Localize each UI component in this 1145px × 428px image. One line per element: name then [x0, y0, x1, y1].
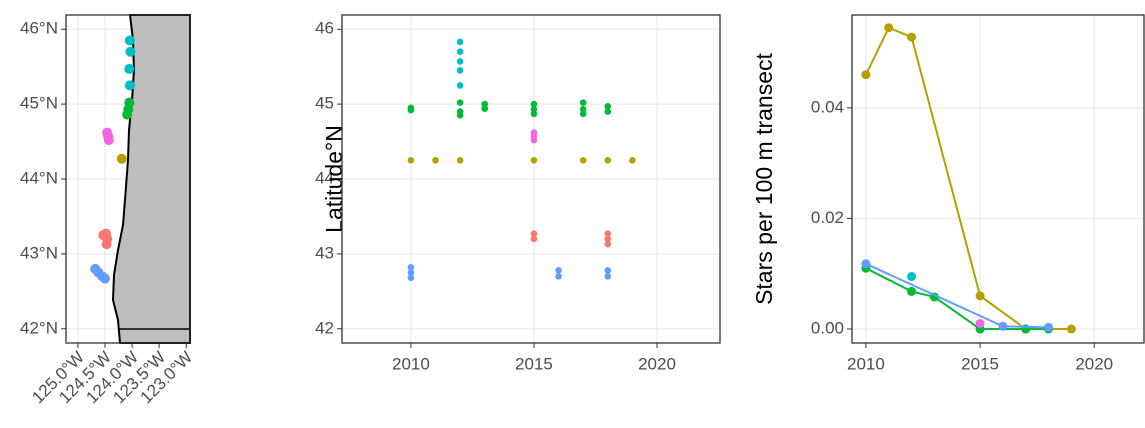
point — [122, 109, 133, 120]
point — [604, 156, 612, 164]
y-tick-label: 42°N — [20, 318, 58, 337]
point — [456, 58, 464, 65]
point — [530, 230, 538, 237]
y-tick-label: 46°N — [20, 19, 58, 38]
y-tick-label: 43°N — [20, 243, 58, 262]
y-tick-label: 42 — [315, 318, 334, 337]
point — [579, 110, 587, 118]
y-tick-label: 45°N — [20, 94, 58, 113]
point — [907, 32, 917, 42]
point — [884, 23, 894, 33]
point — [124, 63, 135, 74]
point — [1044, 322, 1054, 332]
point — [456, 38, 464, 46]
y-tick-label: 0.04 — [811, 97, 844, 116]
y-tick-label: 44 — [315, 168, 334, 187]
y-tick-label: 46 — [315, 19, 334, 38]
point — [101, 239, 112, 250]
point — [530, 235, 538, 243]
point — [456, 82, 464, 89]
point — [124, 80, 135, 91]
point — [530, 110, 538, 118]
panel-border — [851, 14, 1145, 344]
y-axis-title: Latitude°N — [321, 125, 347, 233]
point — [579, 99, 587, 106]
point — [1066, 324, 1076, 334]
point — [407, 264, 415, 271]
point — [604, 267, 612, 274]
panel-border — [65, 14, 191, 344]
point — [907, 286, 917, 296]
y-tick-label: 43 — [315, 243, 334, 262]
y-axis-title: Stars per 100 m transect — [751, 52, 777, 304]
point — [998, 321, 1008, 331]
point — [481, 105, 489, 112]
point — [604, 235, 612, 243]
point — [555, 267, 562, 274]
point — [604, 240, 612, 248]
point — [975, 291, 985, 301]
point — [604, 108, 612, 115]
point — [579, 156, 587, 164]
point — [456, 99, 464, 106]
point — [456, 48, 464, 55]
point — [407, 269, 415, 276]
point — [116, 153, 127, 164]
y-tick-label: 0.00 — [811, 318, 844, 337]
point — [103, 135, 114, 146]
point — [604, 103, 612, 110]
point — [861, 70, 871, 80]
point — [975, 318, 985, 328]
panel-background — [852, 15, 1144, 343]
x-tick-label: 2010 — [847, 354, 885, 373]
point — [530, 136, 538, 144]
point — [530, 100, 538, 108]
y-tick-label: 0.02 — [811, 208, 844, 227]
x-tick-label: 2020 — [638, 354, 676, 373]
point — [125, 46, 136, 57]
point — [407, 156, 415, 164]
x-tick-label: 2015 — [515, 354, 553, 373]
x-tick-label: 2020 — [1075, 354, 1113, 373]
point — [99, 273, 110, 284]
point — [456, 156, 464, 164]
point — [907, 271, 917, 281]
point — [861, 259, 871, 269]
point — [604, 273, 612, 280]
point — [604, 230, 612, 237]
point — [629, 156, 636, 164]
point — [124, 35, 135, 46]
point — [555, 273, 562, 280]
x-tick-label: 2015 — [961, 354, 999, 373]
point — [432, 156, 439, 164]
panel-border — [341, 14, 721, 344]
point — [530, 156, 538, 164]
x-tick-label: 2010 — [392, 354, 430, 373]
point — [407, 274, 415, 282]
y-tick-label: 45 — [315, 94, 334, 113]
y-tick-label: 44°N — [20, 168, 58, 187]
point — [407, 106, 415, 114]
point — [456, 67, 464, 74]
point — [456, 112, 464, 119]
